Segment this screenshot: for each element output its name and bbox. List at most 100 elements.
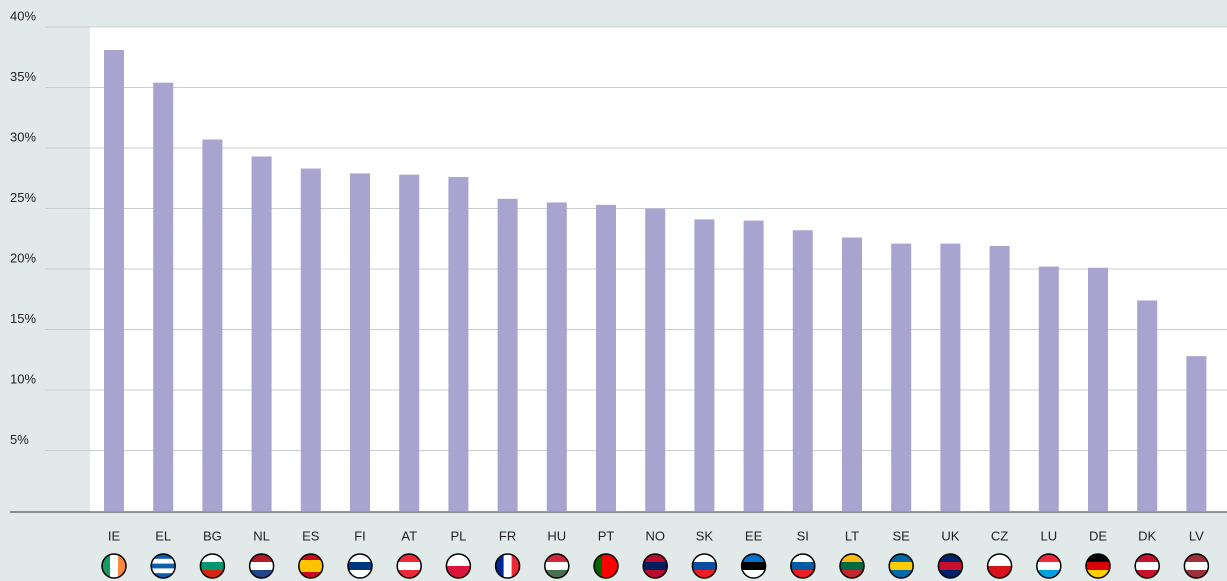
flag-outline xyxy=(593,553,619,579)
y-tick-label: 35% xyxy=(10,69,36,84)
flag-stripe xyxy=(840,570,864,578)
flag-outline xyxy=(248,553,275,579)
flag-stripe xyxy=(938,562,963,571)
flag-stripe xyxy=(1135,562,1160,571)
flag-stripe xyxy=(495,554,505,578)
flag-stripe xyxy=(544,554,569,563)
flag-stripe xyxy=(1036,562,1061,571)
flag-stripe xyxy=(151,568,176,574)
flag xyxy=(397,554,422,578)
flag-outline xyxy=(740,553,767,579)
bar xyxy=(399,174,420,511)
flag xyxy=(544,554,569,578)
flag-stripe xyxy=(594,554,603,578)
flag-outline xyxy=(396,553,422,579)
flag-stripe xyxy=(511,554,520,578)
bar xyxy=(350,173,370,511)
flag-stripe xyxy=(692,562,717,571)
flag-stripe xyxy=(1086,554,1110,563)
bar xyxy=(989,246,1010,511)
bar xyxy=(743,220,764,511)
flag-outline xyxy=(544,553,570,579)
x-tick-label: SI xyxy=(797,528,809,543)
flag xyxy=(102,554,126,578)
flag-stripe xyxy=(1086,562,1110,571)
x-tick-label: AT xyxy=(401,528,417,543)
flag xyxy=(446,554,471,578)
bar xyxy=(251,156,272,511)
y-tick-label: 10% xyxy=(10,371,36,386)
flag-stripe xyxy=(102,554,111,578)
flag-stripe xyxy=(298,554,323,561)
flag-stripe xyxy=(298,560,323,567)
flag-stripe xyxy=(348,554,372,563)
x-tick-label: LU xyxy=(1040,528,1057,543)
flag-stripe xyxy=(692,570,717,578)
flag xyxy=(643,554,668,578)
flag-stripe xyxy=(348,570,372,578)
bar xyxy=(1038,266,1059,511)
flag-stripe xyxy=(200,562,225,571)
x-tick-label: PL xyxy=(450,528,466,543)
flag-stripe xyxy=(790,562,815,571)
bar xyxy=(104,49,124,512)
flag-stripe xyxy=(298,572,323,578)
bar xyxy=(940,243,961,511)
flag xyxy=(151,554,176,578)
bar xyxy=(1137,300,1158,511)
flag-stripe xyxy=(397,562,422,571)
x-tick-label: UK xyxy=(941,528,959,543)
flag-stripe xyxy=(1086,570,1110,578)
x-tick-label: SK xyxy=(696,528,714,543)
flag-outline xyxy=(790,553,816,579)
x-tick-label: NL xyxy=(253,528,270,543)
bar xyxy=(153,82,174,511)
flag-stripe xyxy=(1036,570,1061,578)
flag-stripe xyxy=(1184,562,1209,571)
flag-stripe xyxy=(348,562,372,571)
flag-stripe xyxy=(602,554,611,578)
flag-outline xyxy=(888,553,914,579)
x-tick-label: ES xyxy=(302,528,320,543)
flag-stripe xyxy=(889,562,914,571)
bar xyxy=(1186,356,1207,511)
flag-stripe xyxy=(790,570,815,578)
flag-stripe xyxy=(840,554,864,563)
flag xyxy=(200,554,225,578)
y-tick-label: 40% xyxy=(10,8,36,23)
flag-stripe xyxy=(249,554,274,563)
flag-outline xyxy=(839,553,865,579)
x-tick-label: BG xyxy=(203,528,222,543)
flag-stripe xyxy=(938,554,963,563)
flag-stripe xyxy=(118,554,126,578)
flag-stripe xyxy=(741,570,766,578)
flag-stripe xyxy=(741,554,766,563)
flag-outline xyxy=(691,553,718,579)
flag xyxy=(692,554,717,578)
flag-stripe xyxy=(544,570,569,578)
bar xyxy=(448,177,469,512)
flag xyxy=(938,554,963,578)
flag-stripe xyxy=(151,558,176,565)
x-tick-label: EL xyxy=(155,528,171,543)
x-tick-label: PT xyxy=(598,528,615,543)
flag-outline xyxy=(101,553,127,579)
flag-stripe xyxy=(987,554,1012,567)
flag xyxy=(987,554,1012,578)
flag xyxy=(298,554,323,578)
flag-stripe xyxy=(446,554,471,567)
x-tick-label: FI xyxy=(354,528,366,543)
flag xyxy=(495,554,520,578)
flag xyxy=(348,554,372,578)
flag-stripe xyxy=(200,554,225,563)
flag-outline xyxy=(1036,553,1062,579)
flag xyxy=(1036,554,1061,578)
flag xyxy=(1135,554,1160,578)
flag-outline xyxy=(199,553,226,579)
x-tick-label: EE xyxy=(745,528,763,543)
flag-stripe xyxy=(889,570,914,578)
bar xyxy=(694,219,715,511)
flag-stripe xyxy=(397,570,422,578)
flag-stripe xyxy=(298,566,323,573)
